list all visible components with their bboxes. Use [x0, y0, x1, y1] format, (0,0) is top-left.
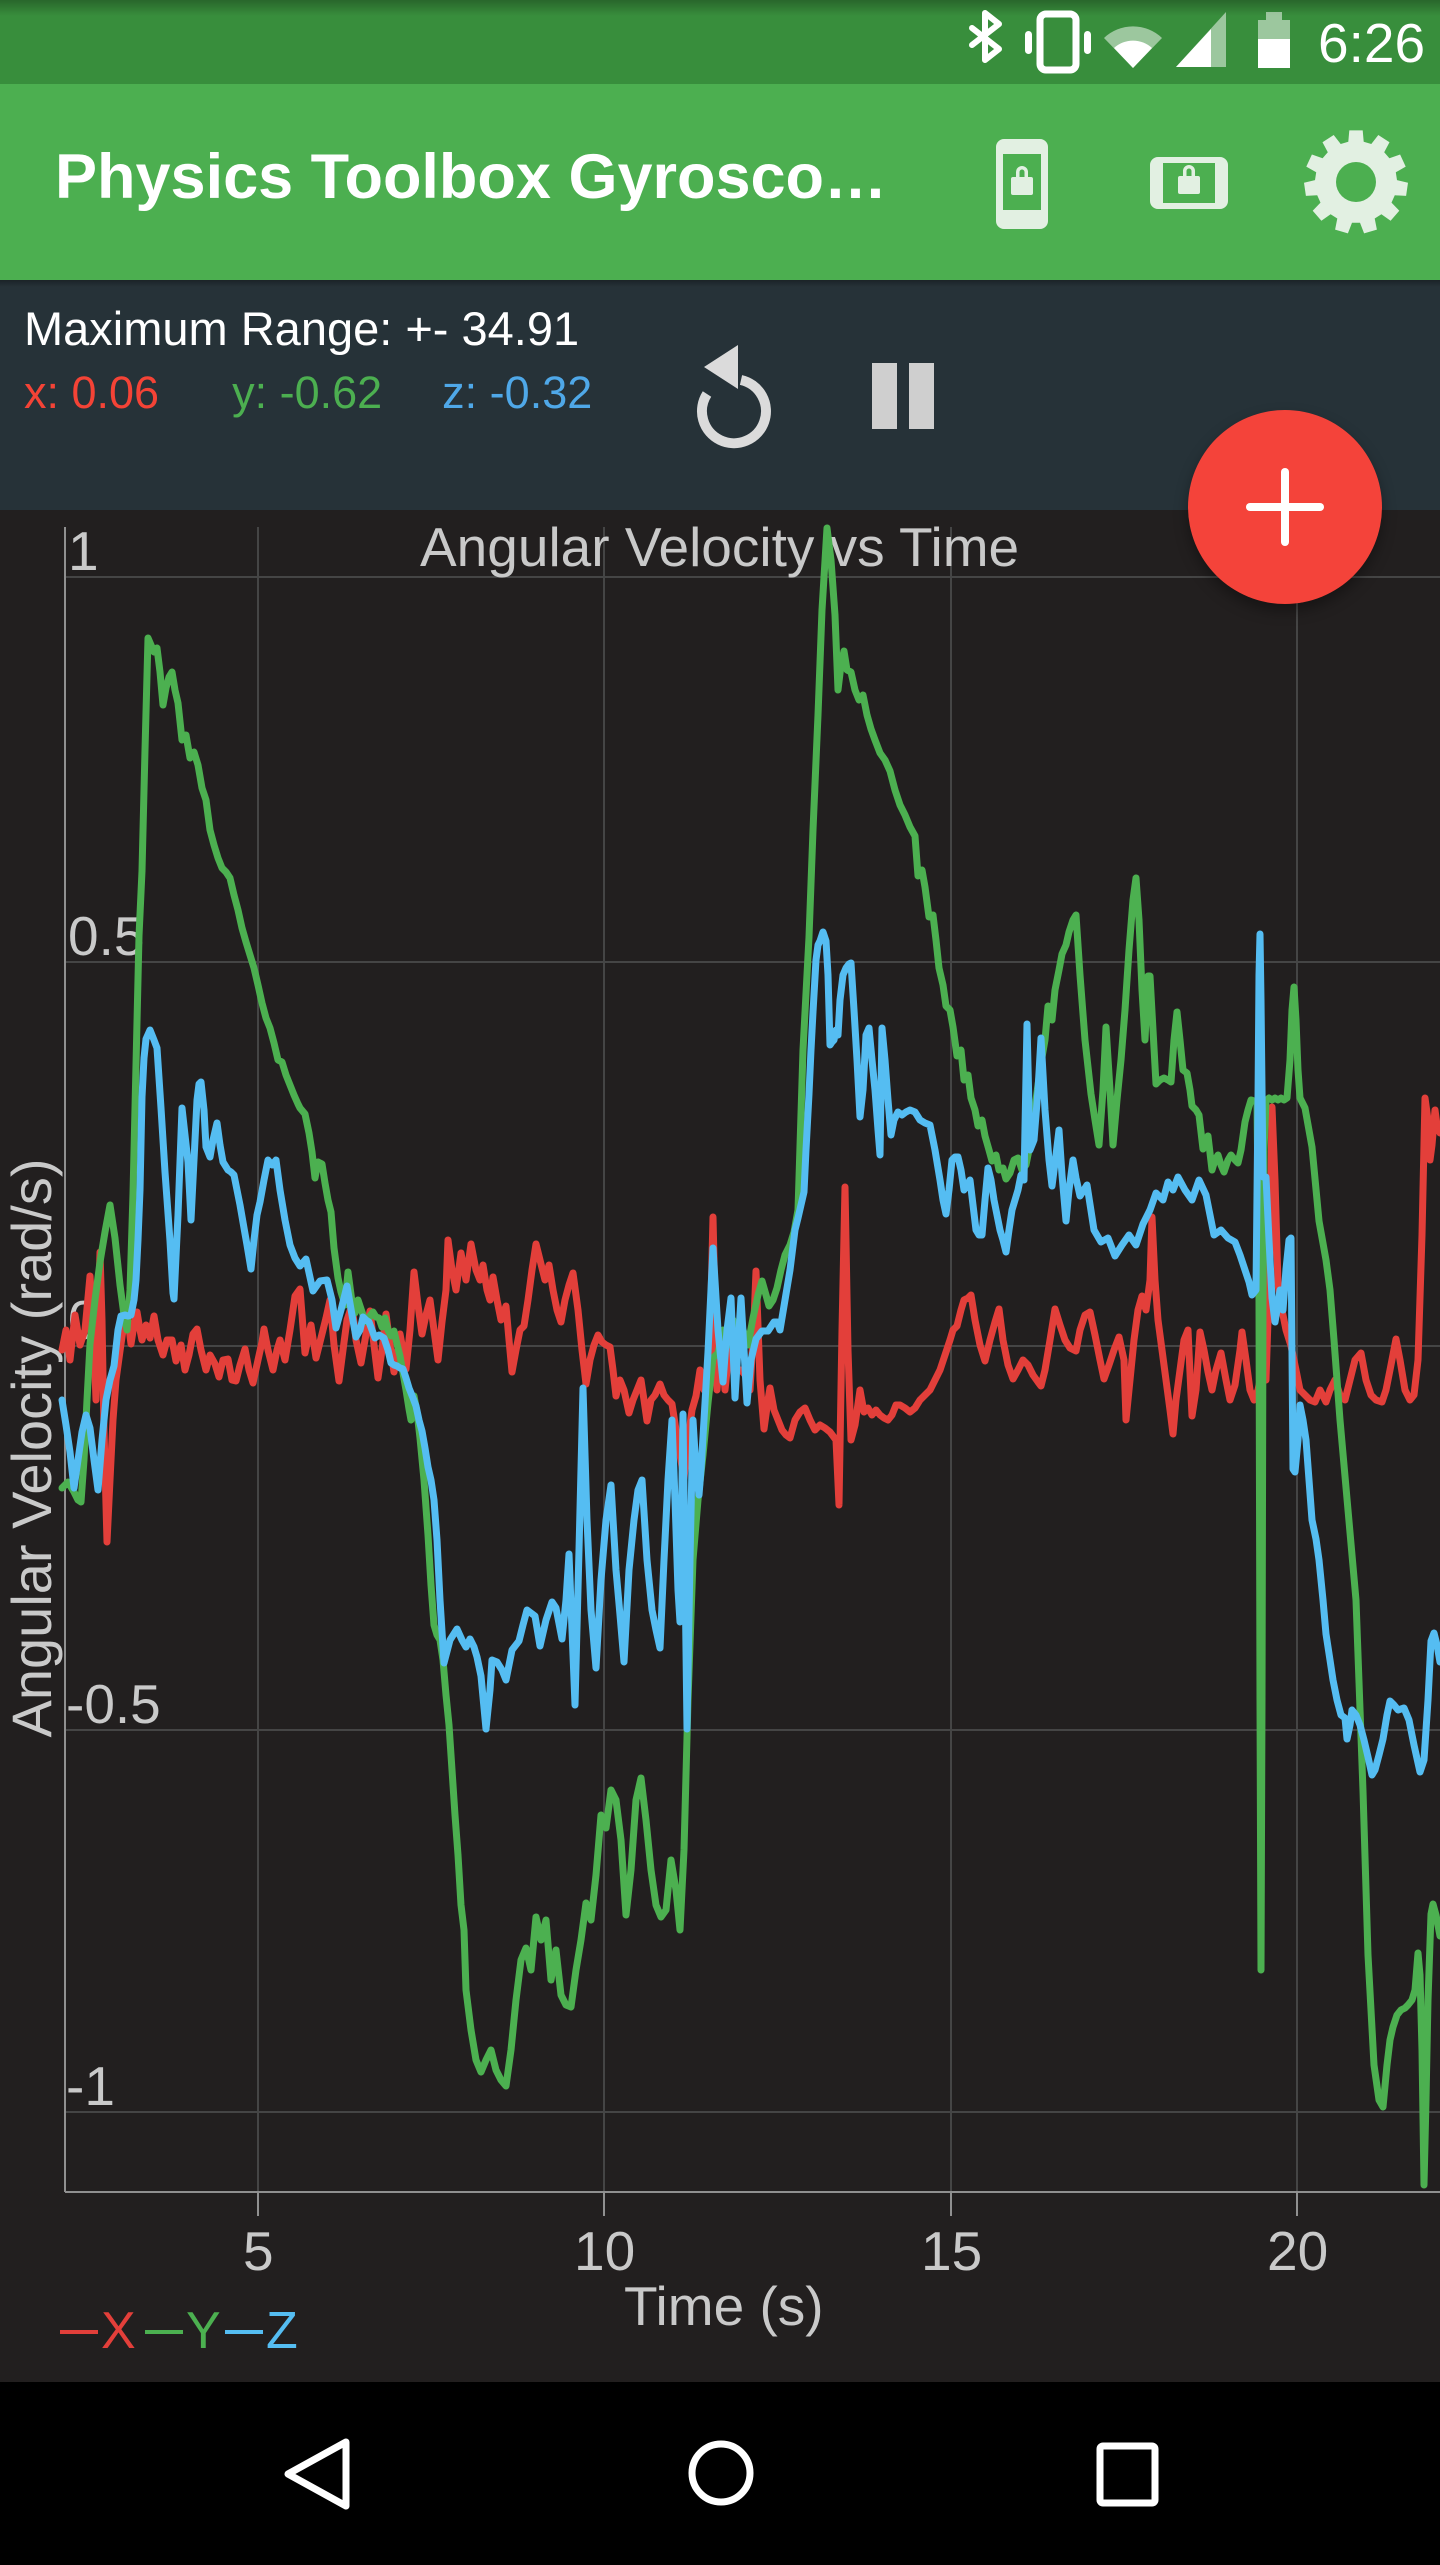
svg-text:5: 5: [243, 2220, 274, 2282]
svg-text:X: X: [101, 2302, 136, 2360]
svg-text:1: 1: [68, 520, 99, 582]
svg-text:10: 10: [574, 2220, 635, 2282]
svg-text:20: 20: [1267, 2220, 1328, 2282]
svg-text:Angular Velocity vs Time: Angular Velocity vs Time: [420, 516, 1019, 578]
svg-text:Angular Velocity (rad/s): Angular Velocity (rad/s): [0, 1159, 63, 1738]
svg-text:15: 15: [921, 2220, 982, 2282]
svg-text:0.5: 0.5: [68, 905, 144, 967]
svg-text:6:26: 6:26: [1318, 12, 1425, 74]
svg-text:Time (s): Time (s): [624, 2275, 824, 2337]
svg-text:Y: Y: [186, 2302, 221, 2360]
svg-text:-1: -1: [66, 2055, 115, 2117]
svg-text:Z: Z: [266, 2302, 298, 2360]
svg-text:-0.5: -0.5: [66, 1673, 161, 1735]
